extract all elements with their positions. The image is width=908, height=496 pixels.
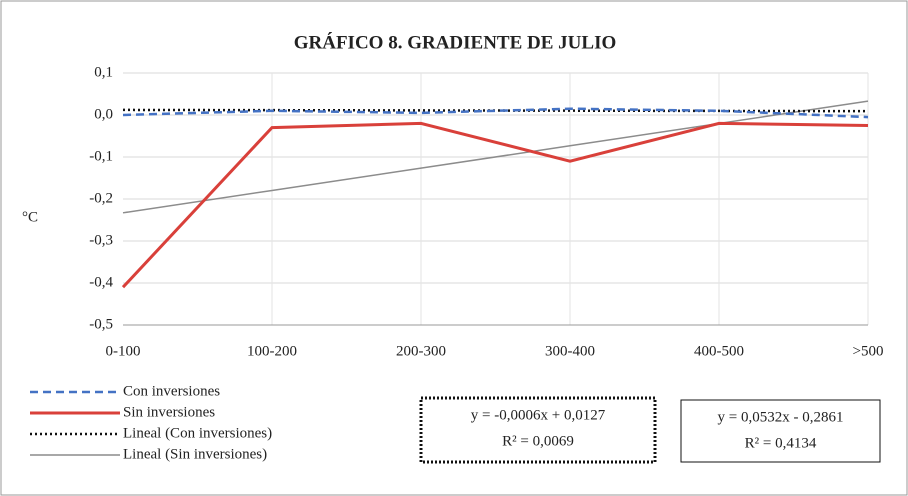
y-tick-label: -0,5: [89, 316, 113, 332]
x-tick-label: 0-100: [106, 343, 141, 359]
legend-label: Sin inversiones: [123, 404, 215, 420]
legend-label: Lineal (Sin inversiones): [123, 446, 267, 462]
y-tick-label: -0,2: [89, 190, 113, 206]
annotation-text: R² = 0,4134: [745, 435, 817, 451]
annotation-box: [680, 399, 881, 463]
series-line: [121, 121, 869, 289]
y-tick-label: 0,0: [94, 106, 113, 122]
y-axis-label: °C: [22, 209, 38, 225]
annotation-text: R² = 0,0069: [502, 433, 574, 449]
y-tick-label: 0,1: [94, 64, 113, 80]
chart-title: GRÁFICO 8. GRADIENTE DE JULIO: [294, 31, 617, 53]
y-tick-label: -0,3: [89, 232, 113, 248]
y-tick-label: -0,1: [89, 148, 113, 164]
x-tick-label: 200-300: [396, 343, 446, 359]
series-line: [122, 108, 869, 113]
y-tick-label: -0,4: [89, 274, 113, 290]
legend-label: Lineal (Con inversiones): [123, 425, 272, 441]
annotation-box: [419, 396, 657, 464]
series-line: [122, 100, 869, 214]
x-tick-label: 100-200: [247, 343, 297, 359]
annotation-text: y = -0,0006x + 0,0127: [471, 407, 606, 423]
x-tick-label: >500: [853, 343, 884, 359]
x-tick-label: 300-400: [545, 343, 595, 359]
legend-label: Con inversiones: [123, 383, 220, 399]
annotation-text: y = 0,0532x - 0,2861: [718, 409, 844, 425]
x-tick-label: 400-500: [694, 343, 744, 359]
series-line: [122, 107, 869, 119]
